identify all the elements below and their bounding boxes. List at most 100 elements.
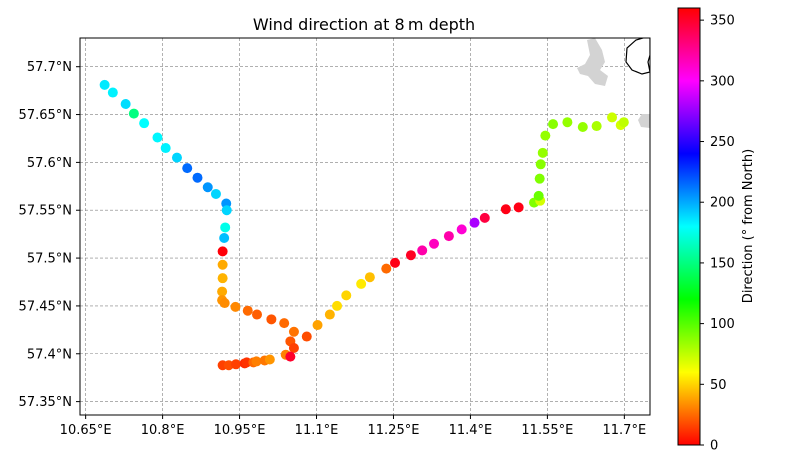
data-point [217,246,228,257]
coast-shape [638,114,650,128]
data-point [99,79,110,90]
colorbar-tick-label: 100 [710,317,735,332]
data-point [607,112,618,123]
data-point [171,152,182,163]
data-point [202,182,213,193]
data-point [192,172,203,183]
colorbar-tick-label: 0 [710,439,718,454]
data-point [513,202,524,213]
data-point [417,245,428,256]
data-point [128,108,139,119]
y-tick-label: 57.4°N [27,347,72,362]
data-point [390,257,401,268]
data-point [548,119,559,130]
y-axis: 57.35°N 57.4°N 57.45°N 57.5°N 57.55°N 57.6°N 5… [19,60,80,410]
x-tick-label: 11.7°E [603,423,647,438]
island-shape [577,38,608,86]
x-tick-label: 11.1°E [295,423,339,438]
data-point [219,298,230,309]
y-tick-label: 57.45°N [19,299,72,314]
colorbar-tick-label: 200 [710,196,735,211]
data-point [540,130,551,141]
data-point [577,121,588,132]
data-point [356,278,367,289]
data-point [535,159,546,170]
x-tick-label: 10.65°E [60,423,112,438]
scatter-points [99,79,629,371]
colorbar-fill [678,8,700,445]
y-tick-label: 57.5°N [27,252,72,267]
colorbar-tick-label: 250 [710,135,735,150]
data-point [381,263,392,274]
data-point [182,163,193,174]
data-point [210,188,221,199]
data-point [500,204,511,215]
data-point [591,121,602,132]
y-tick-label: 57.55°N [19,204,72,219]
colorbar-frame [677,7,701,446]
data-point [456,224,467,235]
colorbar-tick-label: 50 [710,378,727,393]
data-point [264,354,275,365]
land-features [577,38,650,128]
x-tick-label: 11.25°E [368,423,420,438]
y-tick-label: 57.65°N [19,108,72,123]
data-point [429,238,440,249]
data-point [534,173,545,184]
data-point [562,117,573,128]
data-point [285,351,296,362]
data-point [230,301,241,312]
data-point [479,212,490,223]
data-point [533,190,544,201]
data-point [220,222,231,233]
data-point [152,132,163,143]
x-tick-label: 10.8°E [141,423,185,438]
y-tick-label: 57.7°N [27,60,72,75]
data-point [312,320,323,331]
data-point [139,118,150,129]
plot-area [79,37,651,416]
data-point [230,359,241,370]
data-point [301,331,312,342]
data-point [469,217,480,228]
colorbar: 0 50 100 150 200 250 300 350 Direction (° from … [677,7,756,454]
x-tick-label: 11.4°E [449,423,493,438]
data-point [242,305,253,316]
data-point [279,318,290,329]
chart-title: Wind direction at 8 m depth [253,15,475,34]
data-point [324,309,335,320]
data-point [537,147,548,158]
x-tick-label: 10.95°E [214,423,266,438]
y-gridlines [80,66,650,402]
data-point [332,300,343,311]
colorbar-tick-label: 300 [710,74,735,89]
plot-background [80,38,650,415]
data-point [107,87,118,98]
colorbar-tick-label: 150 [710,256,735,271]
island-outline-shape [625,38,650,75]
y-tick-label: 57.6°N [27,156,72,171]
data-point [288,326,299,337]
data-point [252,309,263,320]
colorbar-ticks: 0 50 100 150 200 250 300 350 [700,14,735,454]
data-point [443,231,454,242]
data-point [266,314,277,325]
data-point [364,272,375,283]
data-point [221,205,232,216]
colorbar-label: Direction (° from North) [741,149,756,303]
data-point [217,259,228,270]
data-point [341,290,352,301]
data-point [251,356,262,367]
x-gridlines [85,38,625,415]
data-point [219,232,230,243]
data-point [217,273,228,284]
x-axis: 10.65°E 10.8°E 10.95°E 11.1°E 11.25°E 11.4°E 1… [60,415,647,438]
data-point [160,143,171,154]
data-point [288,343,299,354]
data-point [120,99,131,110]
data-point [618,117,629,128]
y-tick-label: 57.35°N [19,395,72,410]
data-point [217,286,228,297]
data-point [405,250,416,261]
